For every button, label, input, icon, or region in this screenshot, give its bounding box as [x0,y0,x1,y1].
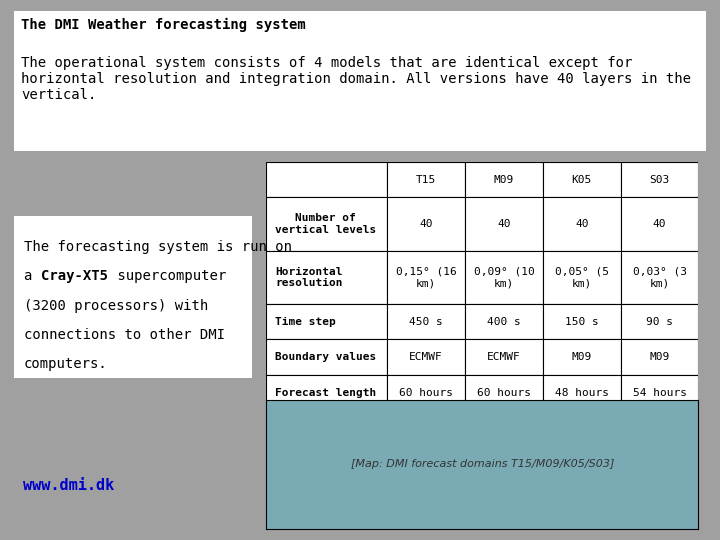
Text: Time step: Time step [275,316,336,327]
Bar [621,162,698,198]
Text: 60 hours: 60 hours [477,388,531,397]
Text: 150 s: 150 s [565,316,598,327]
Bar [543,304,621,340]
Text: (3200 processors) with: (3200 processors) with [24,299,208,313]
Text: M09: M09 [649,352,670,362]
Text: 40: 40 [653,219,666,229]
Text: [Map: DMI forecast domains T15/M09/K05/S03]: [Map: DMI forecast domains T15/M09/K05/S… [351,460,614,469]
Text: Horizontal
resolution: Horizontal resolution [275,267,343,288]
Text: 40: 40 [420,219,433,229]
Text: supercomputer: supercomputer [109,269,227,284]
Bar [266,162,387,198]
Bar [465,304,543,340]
Text: www.dmi.dk: www.dmi.dk [23,478,114,494]
Text: 40: 40 [575,219,588,229]
Bar [465,375,543,410]
Text: M09: M09 [494,175,514,185]
Text: 0,03° (3
km): 0,03° (3 km) [633,267,687,288]
Text: Forecast length: Forecast length [275,388,377,397]
Bar [621,375,698,410]
Text: ECMWF: ECMWF [410,352,443,362]
Bar [465,340,543,375]
Bar [266,198,387,251]
Text: T15: T15 [416,175,436,185]
Text: 54 hours: 54 hours [633,388,687,397]
Bar [387,304,465,340]
Bar [621,198,698,251]
Bar [387,375,465,410]
Bar [543,251,621,304]
Bar [465,251,543,304]
Text: computers.: computers. [24,357,108,371]
Text: The forecasting system is run on: The forecasting system is run on [24,240,292,254]
Text: The operational system consists of 4 models that are identical except for
horizo: The operational system consists of 4 mod… [22,56,691,102]
Bar [543,375,621,410]
Bar [387,162,465,198]
Bar [387,340,465,375]
Bar [543,198,621,251]
Bar [266,340,387,375]
Text: K05: K05 [572,175,592,185]
Bar [543,340,621,375]
Text: M09: M09 [572,352,592,362]
Text: S03: S03 [649,175,670,185]
Bar [266,375,387,410]
Bar [621,304,698,340]
Bar [266,304,387,340]
Text: a: a [24,269,40,284]
Bar [266,251,387,304]
Text: 40: 40 [498,219,510,229]
Bar [621,251,698,304]
Text: 450 s: 450 s [410,316,443,327]
Bar [465,162,543,198]
Text: ECMWF: ECMWF [487,352,521,362]
Text: 48 hours: 48 hours [554,388,609,397]
Text: Boundary values: Boundary values [275,352,377,362]
Bar [387,251,465,304]
Text: connections to other DMI: connections to other DMI [24,328,225,342]
Bar [387,198,465,251]
Text: 400 s: 400 s [487,316,521,327]
Text: 60 hours: 60 hours [399,388,454,397]
Text: 0,09° (10
km): 0,09° (10 km) [474,267,534,288]
Text: 90 s: 90 s [646,316,673,327]
Text: 0,15° (16
km): 0,15° (16 km) [396,267,456,288]
Text: 0,05° (5
km): 0,05° (5 km) [554,267,609,288]
Bar [465,198,543,251]
Bar [543,162,621,198]
Text: Cray-XT5: Cray-XT5 [41,269,108,284]
Bar [621,340,698,375]
Text: Number of
vertical levels: Number of vertical levels [275,213,377,235]
Text: The DMI Weather forecasting system: The DMI Weather forecasting system [22,18,306,32]
